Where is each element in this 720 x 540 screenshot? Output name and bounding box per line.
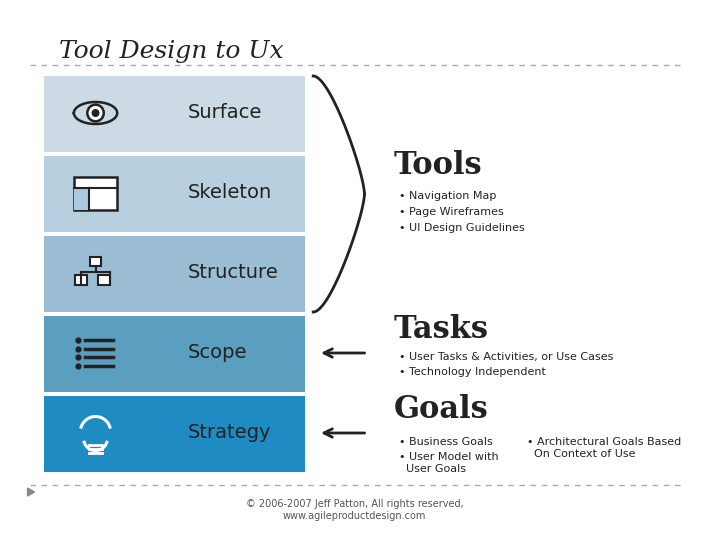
Text: Surface: Surface: [188, 104, 262, 123]
Text: • Navigation Map: • Navigation Map: [399, 191, 496, 201]
Text: Scope: Scope: [188, 343, 248, 362]
Text: Structure: Structure: [188, 264, 279, 282]
Text: Strategy: Strategy: [188, 423, 271, 442]
Bar: [74, 177, 117, 210]
Bar: [98, 275, 110, 285]
Text: Tasks: Tasks: [394, 314, 489, 345]
Circle shape: [87, 105, 104, 122]
Text: • UI Design Guidelines: • UI Design Guidelines: [399, 223, 525, 233]
Text: Tool Design to Ux: Tool Design to Ux: [59, 40, 284, 63]
Bar: [74, 188, 89, 210]
Text: • User Tasks & Activities, or Use Cases: • User Tasks & Activities, or Use Cases: [399, 352, 613, 362]
Text: • User Model with
  User Goals: • User Model with User Goals: [399, 452, 498, 474]
Text: © 2006-2007 Jeff Patton, All rights reserved,
www.agileproductdesign.com: © 2006-2007 Jeff Patton, All rights rese…: [246, 499, 464, 521]
Text: Goals: Goals: [394, 394, 489, 424]
Text: • Business Goals: • Business Goals: [399, 437, 492, 447]
Bar: [45, 396, 305, 472]
Bar: [45, 76, 305, 152]
Bar: [45, 316, 305, 392]
Text: Skeleton: Skeleton: [188, 184, 272, 202]
Bar: [45, 236, 305, 312]
Text: • Architectural Goals Based
  On Context of Use: • Architectural Goals Based On Context o…: [527, 437, 681, 458]
Text: • Technology Independent: • Technology Independent: [399, 367, 546, 377]
Circle shape: [92, 110, 99, 116]
Bar: [75, 275, 87, 285]
Bar: [45, 156, 305, 232]
Bar: [89, 256, 102, 266]
Polygon shape: [27, 488, 35, 496]
Text: • Page Wireframes: • Page Wireframes: [399, 207, 503, 217]
Text: Tools: Tools: [394, 151, 482, 181]
